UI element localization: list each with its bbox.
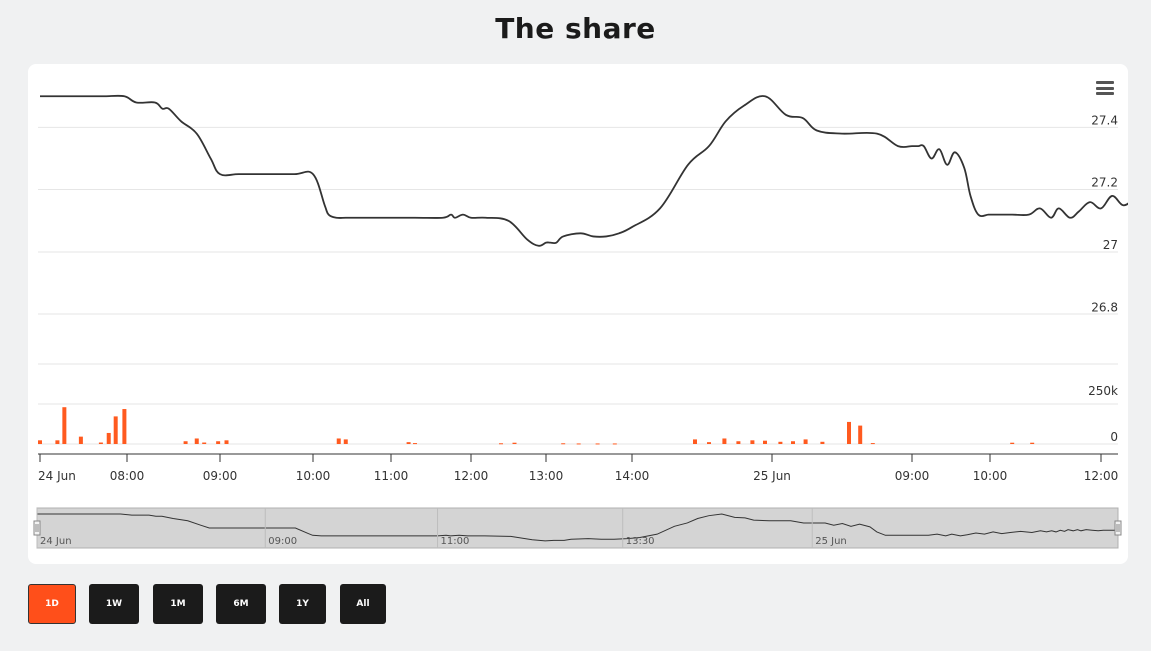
volume-bar bbox=[183, 441, 188, 444]
volume-bar bbox=[693, 439, 697, 444]
x-tick-label: 14:00 bbox=[615, 469, 650, 483]
volume-bar bbox=[106, 432, 111, 444]
navigator-tick-label: 11:00 bbox=[441, 536, 470, 547]
x-tick-label: 11:00 bbox=[374, 469, 409, 483]
volume-bar bbox=[113, 416, 118, 444]
x-tick-label: 10:00 bbox=[296, 469, 331, 483]
range-button-1y[interactable]: 1Y bbox=[279, 584, 326, 624]
price-tick-label: 27 bbox=[1103, 238, 1118, 252]
x-tick-label: 24 Jun bbox=[38, 469, 76, 483]
volume-bar bbox=[78, 436, 83, 444]
range-button-all[interactable]: All bbox=[340, 584, 386, 624]
x-tick-label: 10:00 bbox=[973, 469, 1008, 483]
x-tick-label: 25 Jun bbox=[753, 469, 791, 483]
navigator-tick-label: 24 Jun bbox=[40, 536, 72, 547]
volume-bar bbox=[1030, 442, 1035, 444]
volume-bar bbox=[791, 441, 795, 444]
volume-bar bbox=[1010, 442, 1015, 444]
volume-bar bbox=[803, 439, 808, 444]
volume-bar bbox=[122, 409, 127, 444]
volume-bar bbox=[750, 440, 755, 444]
navigator-right-handle[interactable] bbox=[1114, 520, 1122, 536]
volume-bar bbox=[707, 442, 711, 444]
volume-bar bbox=[499, 443, 503, 445]
x-tick-label: 08:00 bbox=[110, 469, 145, 483]
volume-bar bbox=[202, 442, 207, 444]
volume-bar bbox=[343, 439, 348, 444]
volume-bar bbox=[406, 442, 411, 444]
volume-bar bbox=[336, 438, 341, 444]
navigator-tick-label: 13:30 bbox=[626, 536, 655, 547]
hamburger-menu-icon[interactable] bbox=[1096, 81, 1114, 97]
page-title: The share bbox=[495, 12, 656, 45]
range-button-1m[interactable]: 1M bbox=[153, 584, 203, 624]
volume-bar bbox=[820, 441, 825, 444]
stock-chart[interactable]: 26.8 27 27.2 27.4 0 250k 24 Jun 08:00 09:00 10:00… bbox=[28, 64, 1128, 564]
volume-tick-label: 0 bbox=[1110, 430, 1118, 444]
volume-bar bbox=[194, 438, 199, 444]
x-tick-label: 12:00 bbox=[454, 469, 489, 483]
volume-bar bbox=[561, 443, 566, 445]
volume-bar bbox=[858, 425, 863, 444]
volume-bar bbox=[62, 407, 67, 444]
volume-bar bbox=[722, 438, 727, 444]
navigator-tick-label: 25 Jun bbox=[815, 536, 847, 547]
chart-card: 26.8 27 27.2 27.4 0 250k 24 Jun 08:00 09:00 10:00… bbox=[28, 64, 1128, 564]
navigator-mask bbox=[36, 507, 1119, 549]
volume-bar bbox=[216, 441, 221, 444]
price-line bbox=[39, 94, 1128, 247]
volume-bar bbox=[38, 440, 42, 444]
x-tick-label: 13:00 bbox=[529, 469, 564, 483]
volume-bar bbox=[224, 440, 229, 444]
volume-bar bbox=[870, 443, 875, 445]
volume-bar bbox=[98, 442, 103, 444]
x-tick-label: 12:00 bbox=[1084, 469, 1119, 483]
navigator-line bbox=[37, 513, 1116, 542]
volume-bar bbox=[576, 443, 581, 445]
volume-tick-label: 250k bbox=[1088, 384, 1118, 398]
price-tick-label: 27.2 bbox=[1091, 176, 1118, 190]
navigator-tick-label: 09:00 bbox=[268, 536, 297, 547]
price-tick-label: 27.4 bbox=[1091, 113, 1118, 127]
volume-bar bbox=[512, 442, 517, 444]
range-button-1d[interactable]: 1D bbox=[28, 584, 76, 624]
volume-bar bbox=[763, 440, 767, 444]
volume-bar bbox=[55, 440, 60, 444]
volume-bar bbox=[413, 443, 417, 445]
volume-bar bbox=[612, 443, 617, 445]
price-tick-label: 26.8 bbox=[1091, 300, 1118, 314]
volume-bar bbox=[595, 443, 600, 445]
range-button-1w[interactable]: 1W bbox=[89, 584, 139, 624]
x-tick-label: 09:00 bbox=[203, 469, 238, 483]
volume-bar bbox=[736, 441, 741, 444]
range-button-6m[interactable]: 6M bbox=[216, 584, 266, 624]
navigator-left-handle[interactable] bbox=[33, 520, 41, 536]
x-tick-label: 09:00 bbox=[895, 469, 930, 483]
volume-bar bbox=[778, 441, 783, 444]
volume-bar bbox=[847, 421, 851, 444]
